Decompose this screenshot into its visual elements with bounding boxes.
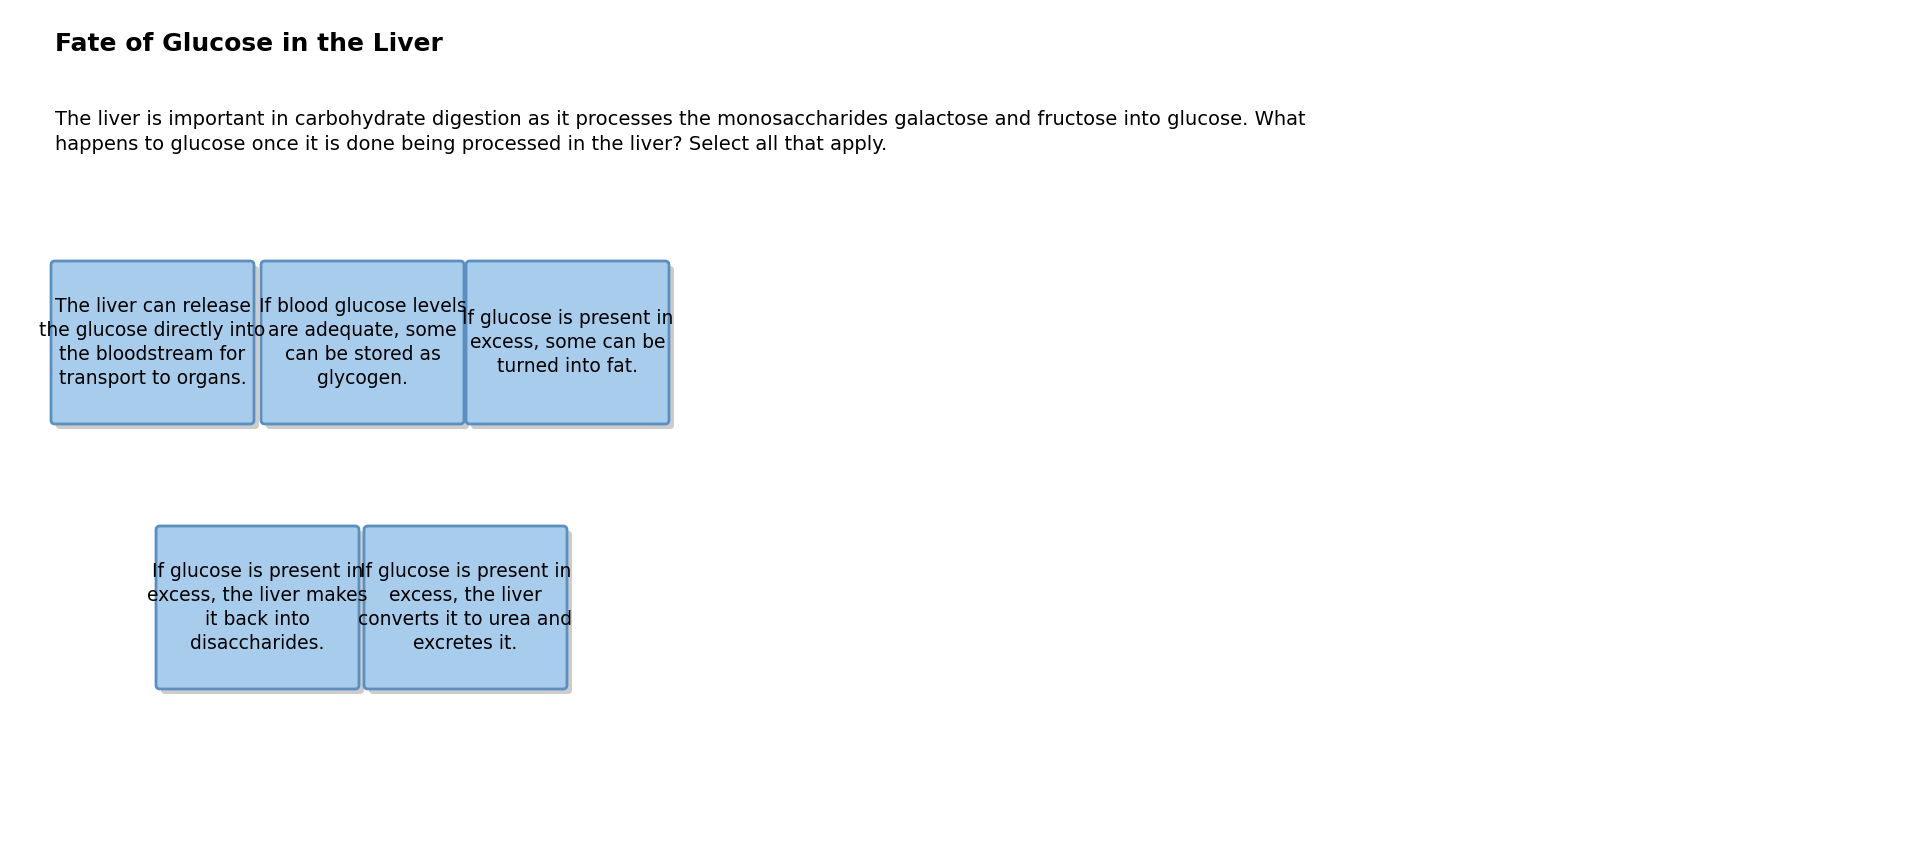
Text: If blood glucose levels
are adequate, some
can be stored as
glycogen.: If blood glucose levels are adequate, so…: [258, 297, 467, 389]
FancyBboxPatch shape: [368, 531, 573, 694]
Text: If glucose is present in
excess, the liver
converts it to urea and
excretes it.: If glucose is present in excess, the liv…: [359, 561, 573, 653]
Text: The liver can release
the glucose directly into
the bloodstream for
transport to: The liver can release the glucose direct…: [39, 297, 266, 389]
Text: If glucose is present in
excess, some can be
turned into fat.: If glucose is present in excess, some ca…: [463, 309, 673, 376]
FancyBboxPatch shape: [260, 261, 465, 424]
Text: The liver is important in carbohydrate digestion as it processes the monosacchar: The liver is important in carbohydrate d…: [56, 110, 1305, 154]
FancyBboxPatch shape: [156, 526, 359, 689]
Text: Fate of Glucose in the Liver: Fate of Glucose in the Liver: [56, 32, 443, 56]
FancyBboxPatch shape: [470, 266, 675, 429]
FancyBboxPatch shape: [467, 261, 669, 424]
FancyBboxPatch shape: [266, 266, 469, 429]
FancyBboxPatch shape: [50, 261, 254, 424]
FancyBboxPatch shape: [56, 266, 258, 429]
Text: If glucose is present in
excess, the liver makes
it back into
disaccharides.: If glucose is present in excess, the liv…: [147, 561, 368, 653]
FancyBboxPatch shape: [162, 531, 364, 694]
FancyBboxPatch shape: [364, 526, 567, 689]
